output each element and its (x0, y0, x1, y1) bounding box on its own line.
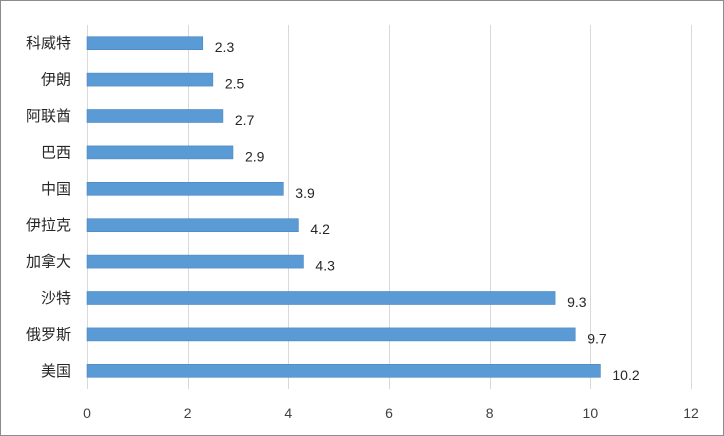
category-label: 俄罗斯 (26, 325, 71, 343)
x-tick-label: 8 (486, 405, 494, 421)
x-tick-label: 12 (683, 405, 699, 421)
category-label: 阿联酋 (26, 107, 71, 125)
bar-layer (86, 36, 601, 378)
category-label: 巴西 (41, 143, 71, 161)
bar (86, 291, 556, 305)
x-tick-label: 10 (583, 405, 599, 421)
bar (86, 327, 576, 342)
bar (86, 145, 234, 160)
data-label: 10.2 (612, 367, 639, 383)
data-label: 2.5 (225, 76, 245, 92)
data-label: 9.3 (567, 294, 587, 310)
category-label: 中国 (41, 180, 71, 198)
category-label: 美国 (41, 362, 71, 380)
x-tick-label: 6 (385, 405, 393, 421)
category-label: 沙特 (41, 289, 71, 307)
category-label: 科威特 (26, 34, 71, 52)
bar (86, 36, 204, 51)
bar (86, 254, 304, 269)
data-label: 4.3 (315, 258, 335, 274)
x-tick-label: 2 (184, 405, 192, 421)
x-tick-label: 0 (83, 405, 91, 421)
category-label: 加拿大 (26, 253, 71, 271)
bar (86, 109, 224, 123)
bar (86, 72, 214, 87)
category-label: 伊拉克 (26, 216, 71, 234)
data-label: 9.7 (587, 330, 607, 346)
x-tick-label: 4 (284, 405, 292, 421)
data-label: 4.2 (310, 221, 330, 237)
data-label: 2.9 (245, 148, 265, 164)
category-label: 伊朗 (41, 71, 71, 89)
bar (86, 182, 284, 196)
data-label: 2.7 (235, 112, 255, 128)
bar (86, 218, 299, 232)
data-label: 2.3 (215, 39, 235, 55)
data-label: 3.9 (295, 185, 315, 201)
bar (86, 363, 601, 378)
label-layer: 0 2 4 6 8 10 12 科威特 2.3 伊朗 2.5 阿联酋 2.7 巴西 2.9 中国 3.9 伊拉克 4… (26, 34, 699, 421)
